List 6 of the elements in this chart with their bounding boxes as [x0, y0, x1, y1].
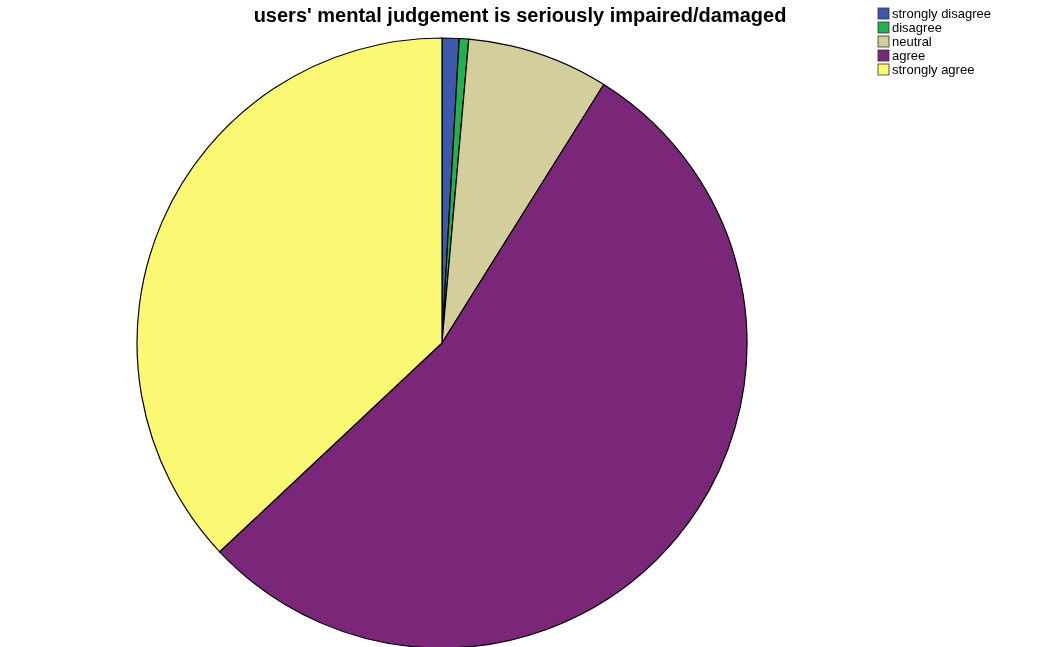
- legend-label: neutral: [892, 34, 932, 49]
- legend-label: disagree: [892, 20, 942, 35]
- legend-label: agree: [892, 48, 926, 63]
- legend-label: strongly agree: [892, 62, 975, 77]
- legend-label: strongly disagree: [892, 6, 991, 21]
- chart-title: users' mental judgement is seriously impaired/damaged: [253, 4, 787, 26]
